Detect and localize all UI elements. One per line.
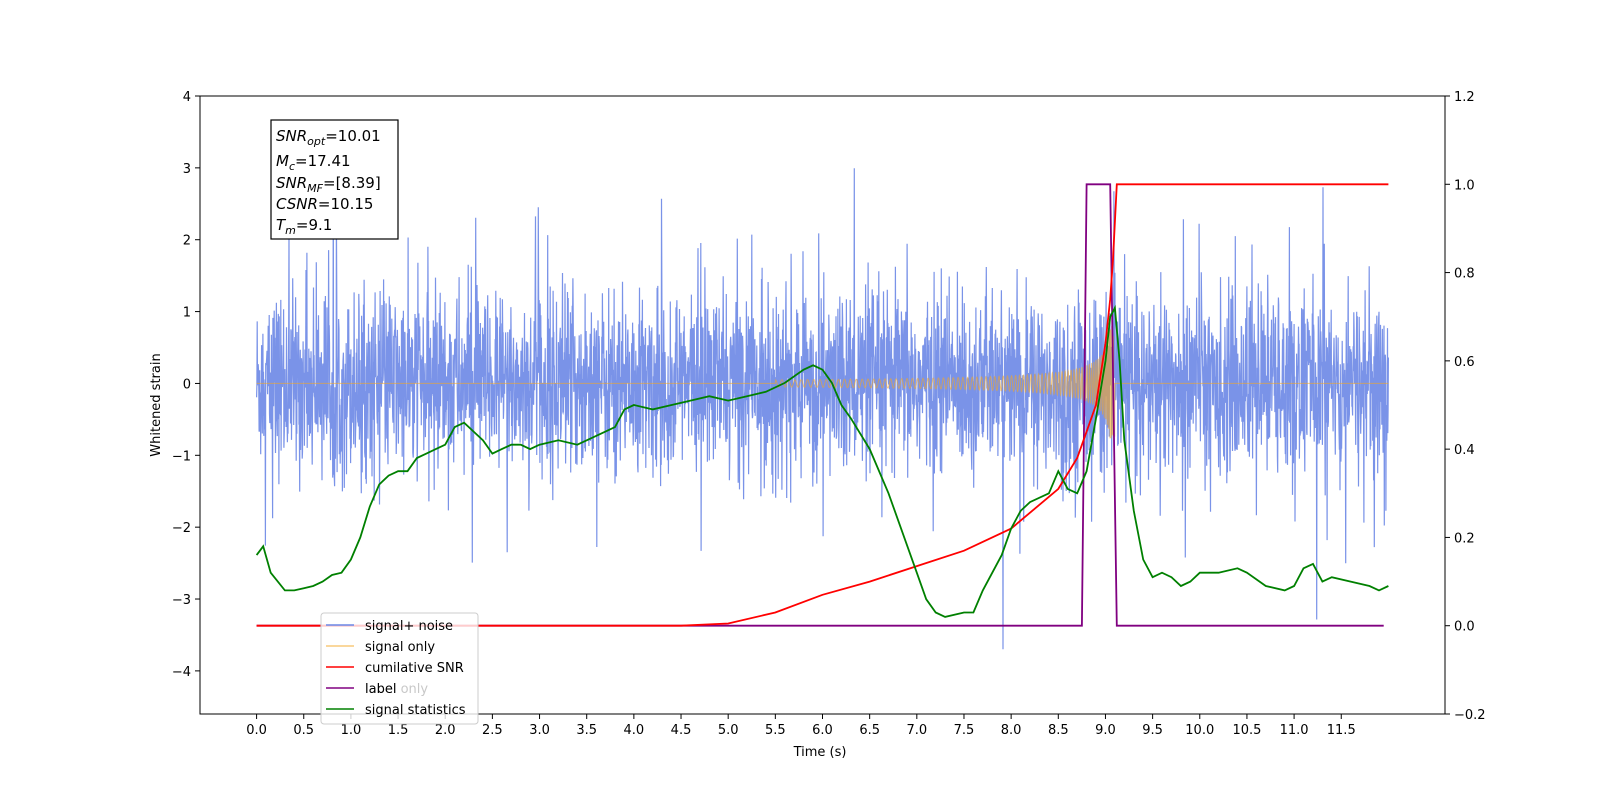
- x-tick-label: 7.5: [954, 723, 975, 738]
- x-tick-label: 0.5: [293, 723, 314, 738]
- y2-tick-label: 0.8: [1454, 267, 1475, 282]
- y-tick-label: −2: [172, 521, 191, 536]
- y2-tick-label: 0.4: [1454, 443, 1475, 458]
- x-tick-label: 1.0: [341, 723, 362, 738]
- y2-tick-label: 1.2: [1454, 90, 1475, 105]
- signal-only-line: [256, 326, 1389, 439]
- y-tick-label: −1: [172, 449, 191, 464]
- x-tick-label: 1.5: [388, 723, 409, 738]
- y-axis-ticks: 4 3 2 1 0 −1 −2 −3 −4: [172, 90, 200, 680]
- x-tick-label: 10.0: [1185, 723, 1214, 738]
- y-tick-label: 4: [183, 90, 191, 105]
- x-axis-ticks: 0.0 0.5 1.0 1.5 2.0 2.5 3.0 3.5 4.0 4.5 5.0 5.5 6.0 6…: [246, 714, 1356, 738]
- snr-opt-annotation: SNRopt=10.01: [276, 127, 381, 148]
- y-tick-label: 3: [183, 162, 191, 177]
- y-tick-label: −3: [172, 593, 191, 608]
- right-axis-series: [255, 183, 1389, 627]
- legend-label-signal-noise: signal+ noise: [365, 619, 453, 634]
- y2-tick-label: 1.0: [1454, 178, 1475, 193]
- y-tick-label: 2: [183, 234, 191, 249]
- snr-mf-annotation: SNRMF=[8.39]: [276, 174, 381, 195]
- y-tick-label: 0: [183, 377, 191, 392]
- x-tick-label: 8.5: [1048, 723, 1069, 738]
- x-tick-label: 9.0: [1095, 723, 1116, 738]
- signal-only-series: [256, 326, 1389, 439]
- y2-tick-label: 0.2: [1454, 531, 1475, 546]
- signal-statistics-line: [255, 304, 1389, 618]
- mc-annotation: Mc=17.41: [276, 152, 351, 173]
- legend-label-cumulative-snr: cumilative SNR: [365, 661, 464, 676]
- signal-noise-line: [256, 156, 1389, 650]
- x-tick-label: 4.5: [671, 723, 692, 738]
- legend-label-signal-statistics: signal statistics: [365, 703, 466, 718]
- x-tick-label: 3.0: [529, 723, 550, 738]
- legend-hidden-label-only: label only: [365, 682, 428, 697]
- x-tick-label: 7.0: [906, 723, 927, 738]
- y2-tick-label: 0.6: [1454, 355, 1475, 370]
- y2-axis-ticks: 1.2 1.0 0.8 0.6 0.4 0.2 0.0 −0.2: [1445, 90, 1486, 723]
- x-tick-label: 6.0: [812, 723, 833, 738]
- x-tick-label: 9.5: [1142, 723, 1163, 738]
- x-tick-label: 6.5: [859, 723, 880, 738]
- x-tick-label: 8.0: [1001, 723, 1022, 738]
- csnr-annotation: CSNR=10.15: [276, 195, 373, 213]
- x-tick-label: 5.0: [718, 723, 739, 738]
- x-tick-label: 10.5: [1232, 723, 1261, 738]
- y-tick-label: −4: [172, 665, 191, 680]
- x-tick-label: 11.0: [1280, 723, 1309, 738]
- y-tick-label: 1: [183, 306, 191, 321]
- legend-label-label: label: [365, 682, 396, 697]
- legend: signal+ noise signal only cumilative SNR…: [320, 612, 479, 725]
- stats-annotation-box: SNRopt=10.01 Mc=17.41 SNRMF=[8.39] CSNR=…: [270, 119, 399, 240]
- x-axis-label: Time (s): [793, 745, 847, 760]
- x-tick-label: 0.0: [246, 723, 267, 738]
- y2-tick-label: −0.2: [1454, 708, 1486, 723]
- x-tick-label: 4.0: [624, 723, 645, 738]
- label-line: [256, 183, 1384, 627]
- tm-annotation: Tm=9.1: [276, 216, 332, 237]
- x-tick-label: 3.5: [576, 723, 597, 738]
- x-tick-label: 11.5: [1327, 723, 1356, 738]
- signal-noise-series: [256, 156, 1389, 650]
- y-axis-label: Whitened strain: [149, 353, 164, 456]
- legend-label-signal-only: signal only: [365, 640, 435, 655]
- x-tick-label: 2.0: [435, 723, 456, 738]
- x-tick-label: 2.5: [482, 723, 503, 738]
- x-tick-label: 5.5: [765, 723, 786, 738]
- y2-tick-label: 0.0: [1454, 620, 1475, 635]
